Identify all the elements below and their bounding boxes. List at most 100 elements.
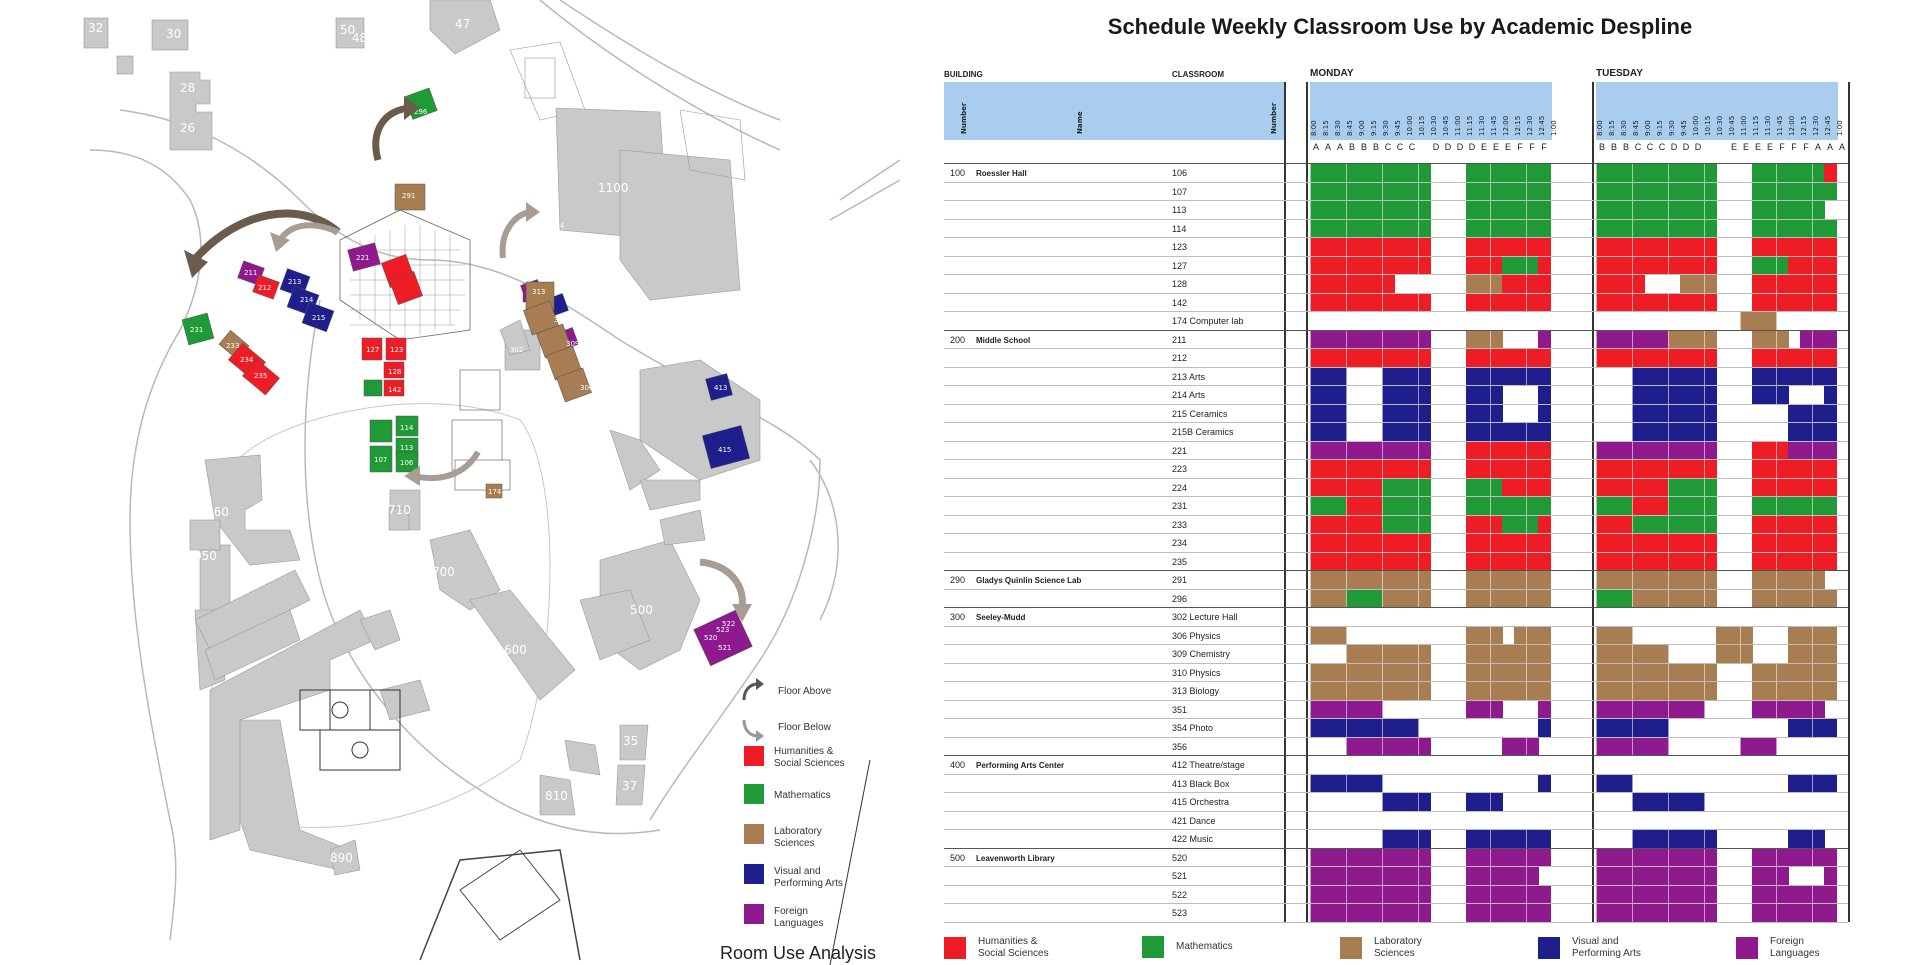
schedule-cell [1680,219,1693,237]
cell-gridline [1776,423,1777,441]
schedule-cell [1788,441,1801,459]
cell-gridline [1526,885,1527,903]
cell-gridline [1812,645,1813,663]
classroom-label: 215 Ceramics [1172,408,1228,419]
cell-gridline [1454,404,1455,422]
schedule-cell [1740,737,1753,755]
schedule-cell [1490,534,1503,552]
cell-gridline [1490,293,1491,311]
cell-gridline [1346,682,1347,700]
schedule-cell [1478,830,1491,848]
cell-gridline [1310,460,1311,478]
building-number: 400 [950,760,966,770]
schedule-cell [1514,182,1527,200]
schedule-cell [1322,515,1335,533]
cell-gridline [1632,885,1633,903]
schedule-cell [1596,164,1609,182]
svg-text:151: 151 [581,276,594,284]
schedule-cell [1310,404,1323,422]
cell-gridline [1812,441,1813,459]
schedule-cell [1764,367,1777,385]
schedule-cell [1346,497,1359,515]
schedule-cell [1502,589,1515,607]
block-letter: D [1468,142,1476,152]
cell-gridline [1382,515,1383,533]
cell-gridline [1632,349,1633,367]
cell-gridline [1740,312,1741,330]
schedule-cell [1632,404,1645,422]
block-letter: C [1384,142,1392,152]
building-name: Leavenworth Library [976,853,1055,863]
row-separator [944,736,1848,738]
schedule-cell [1370,460,1383,478]
schedule-cell [1514,885,1527,903]
cell-gridline [1632,515,1633,533]
cell-gridline [1812,552,1813,570]
cell-gridline [1668,645,1669,663]
schedule-cell [1704,460,1717,478]
cell-gridline [1310,811,1311,829]
schedule-cell [1764,571,1777,589]
time-label: 11:45 [1776,115,1784,136]
schedule-cell [1310,515,1323,533]
cell-gridline [1382,182,1383,200]
cell-gridline [1418,256,1419,274]
arrow-down-icon [732,604,752,622]
schedule-cell [1632,423,1645,441]
cell-gridline [1596,293,1597,311]
cell-gridline [1418,737,1419,755]
schedule-cell [1310,182,1323,200]
cell-gridline [1526,330,1527,348]
schedule-cell [1800,774,1813,792]
schedule-cell [1478,164,1491,182]
cell-gridline [1632,793,1633,811]
legend-swatch [1142,936,1164,958]
schedule-cell [1620,848,1633,866]
schedule-cell [1632,700,1645,718]
cell-gridline [1382,441,1383,459]
schedule-cell [1358,867,1371,885]
svg-text:212: 212 [258,284,271,292]
schedule-cell [1644,830,1657,848]
schedule-cell [1478,552,1491,570]
schedule-cell [1346,256,1359,274]
schedule-cell [1526,830,1539,848]
block-letter: F [1529,142,1535,152]
cell-gridline [1632,719,1633,737]
schedule-cell [1692,460,1705,478]
cell-gridline [1776,534,1777,552]
schedule-cell [1692,700,1705,718]
schedule-cell [1668,571,1681,589]
cell-gridline [1596,312,1597,330]
classroom-label: 123 [1172,242,1188,252]
schedule-cell [1478,682,1491,700]
schedule-cell [1310,774,1323,792]
cell-gridline [1490,626,1491,644]
schedule-cell [1800,904,1813,922]
cell-gridline [1596,367,1597,385]
schedule-cell [1346,330,1359,348]
schedule-cell [1526,515,1539,533]
schedule-cell [1478,460,1491,478]
schedule-cell [1394,349,1407,367]
schedule-cell [1334,164,1347,182]
schedule-cell [1692,478,1705,496]
schedule-cell [1752,275,1765,293]
cell-gridline [1740,367,1741,385]
cell-gridline [1740,441,1741,459]
schedule-cell [1824,497,1837,515]
block-letter: A [1312,142,1319,152]
cell-gridline [1776,219,1777,237]
schedule-cell [1596,571,1609,589]
schedule-cell [1824,386,1837,404]
schedule-cell [1346,460,1359,478]
schedule-cell [1596,589,1609,607]
cell-gridline [1812,534,1813,552]
schedule-cell [1358,515,1371,533]
cell-gridline [1310,608,1311,626]
schedule-cell [1478,793,1491,811]
svg-text:233: 233 [226,342,239,350]
schedule-cell [1656,885,1669,903]
cell-gridline [1596,349,1597,367]
cell-gridline [1454,737,1455,755]
